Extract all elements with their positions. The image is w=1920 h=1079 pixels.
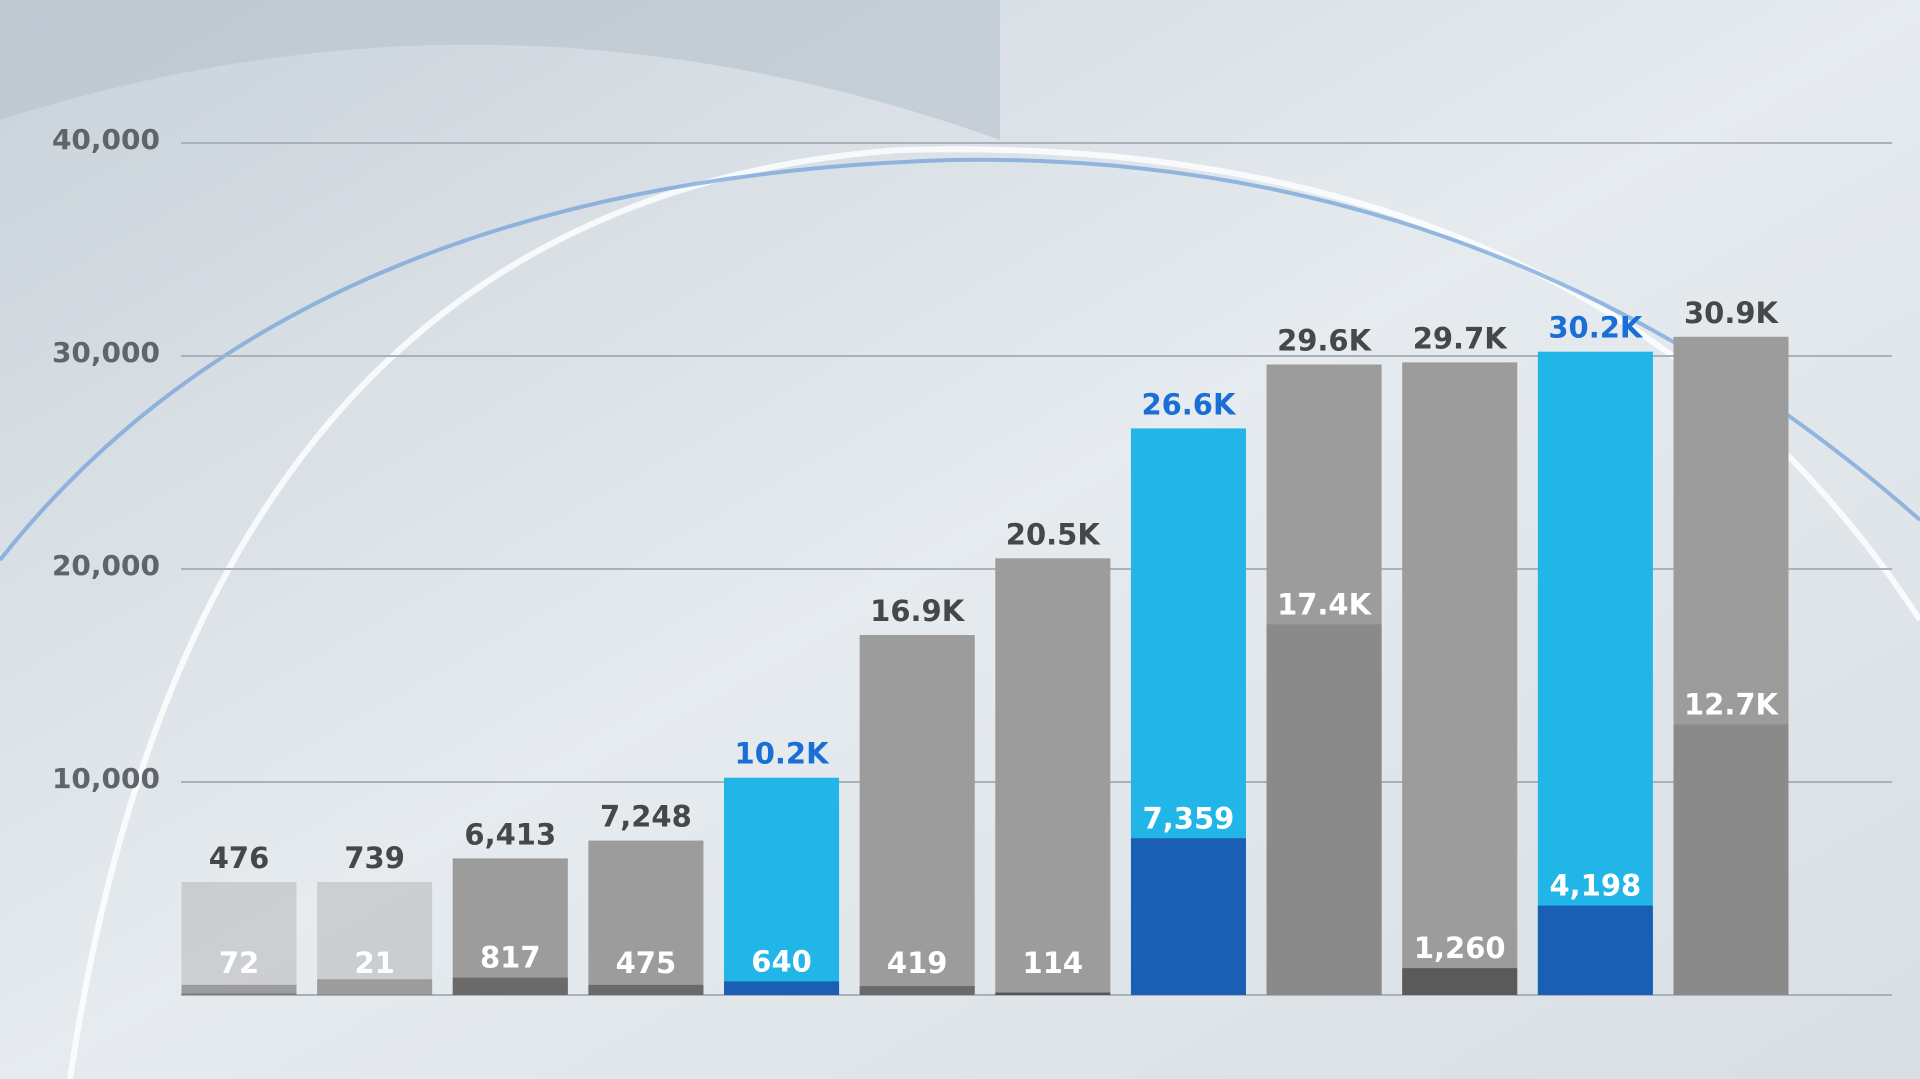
inner-value-label: 17.4K <box>1277 587 1373 621</box>
bar <box>317 979 433 995</box>
bar <box>859 635 975 995</box>
value-label: 29.6K <box>1277 324 1373 358</box>
inner-value-label: 419 <box>887 946 948 980</box>
inner-value-label: 475 <box>616 946 677 980</box>
decor <box>0 0 1000 140</box>
inner-bar <box>1402 968 1518 995</box>
decor-arc <box>67 146 1920 1079</box>
value-label: 20.5K <box>1006 517 1102 551</box>
plot: 10,000 20,000 30,000 40,000 476 72 739 21 6,413 8… <box>52 123 1892 996</box>
value-label: 739 <box>344 841 405 875</box>
inner-value-label: 21 <box>354 946 394 980</box>
value-label: 29.7K <box>1413 321 1509 355</box>
inner-value-label: 7,359 <box>1143 801 1235 835</box>
y-tick-label: 40,000 <box>52 123 160 156</box>
y-tick-label: 10,000 <box>52 762 160 795</box>
inner-value-label: 1,260 <box>1414 931 1506 965</box>
photo-placeholder <box>181 882 297 995</box>
inner-bar <box>1673 724 1789 995</box>
photo-placeholder <box>317 882 433 995</box>
inner-value-label: 114 <box>1023 946 1084 980</box>
value-label: 7,248 <box>600 800 692 834</box>
inner-value-label: 4,198 <box>1549 869 1641 903</box>
inner-value-label: 12.7K <box>1684 687 1780 721</box>
inner-value-label: 817 <box>480 941 541 975</box>
bar <box>452 858 568 995</box>
bar <box>724 777 840 995</box>
value-label: 476 <box>209 841 270 875</box>
inner-bar <box>1130 838 1246 995</box>
bar <box>588 840 704 995</box>
inner-bar <box>859 986 975 995</box>
inner-bar <box>1266 624 1382 995</box>
value-label: 16.9K <box>870 594 966 628</box>
value-label: 30.9K <box>1684 296 1780 330</box>
inner-bar <box>452 977 568 995</box>
bar <box>995 558 1111 995</box>
bar <box>1402 362 1518 995</box>
inner-bar <box>995 992 1111 995</box>
inner-bar <box>724 981 840 995</box>
inner-bar <box>588 984 704 995</box>
inner-bar <box>1537 905 1653 995</box>
value-label: 30.2K <box>1548 311 1644 345</box>
y-tick-label: 20,000 <box>52 549 160 582</box>
value-label: 10.2K <box>735 737 831 771</box>
value-label: 26.6K <box>1141 387 1237 421</box>
y-tick-label: 30,000 <box>52 336 160 369</box>
bar <box>1537 351 1653 995</box>
inner-value-label: 72 <box>219 946 259 980</box>
inner-value-label: 640 <box>751 944 812 978</box>
value-label: 6,413 <box>464 817 556 851</box>
inner-bar <box>181 993 297 995</box>
bar <box>181 984 297 995</box>
decor-arc <box>0 157 1920 562</box>
